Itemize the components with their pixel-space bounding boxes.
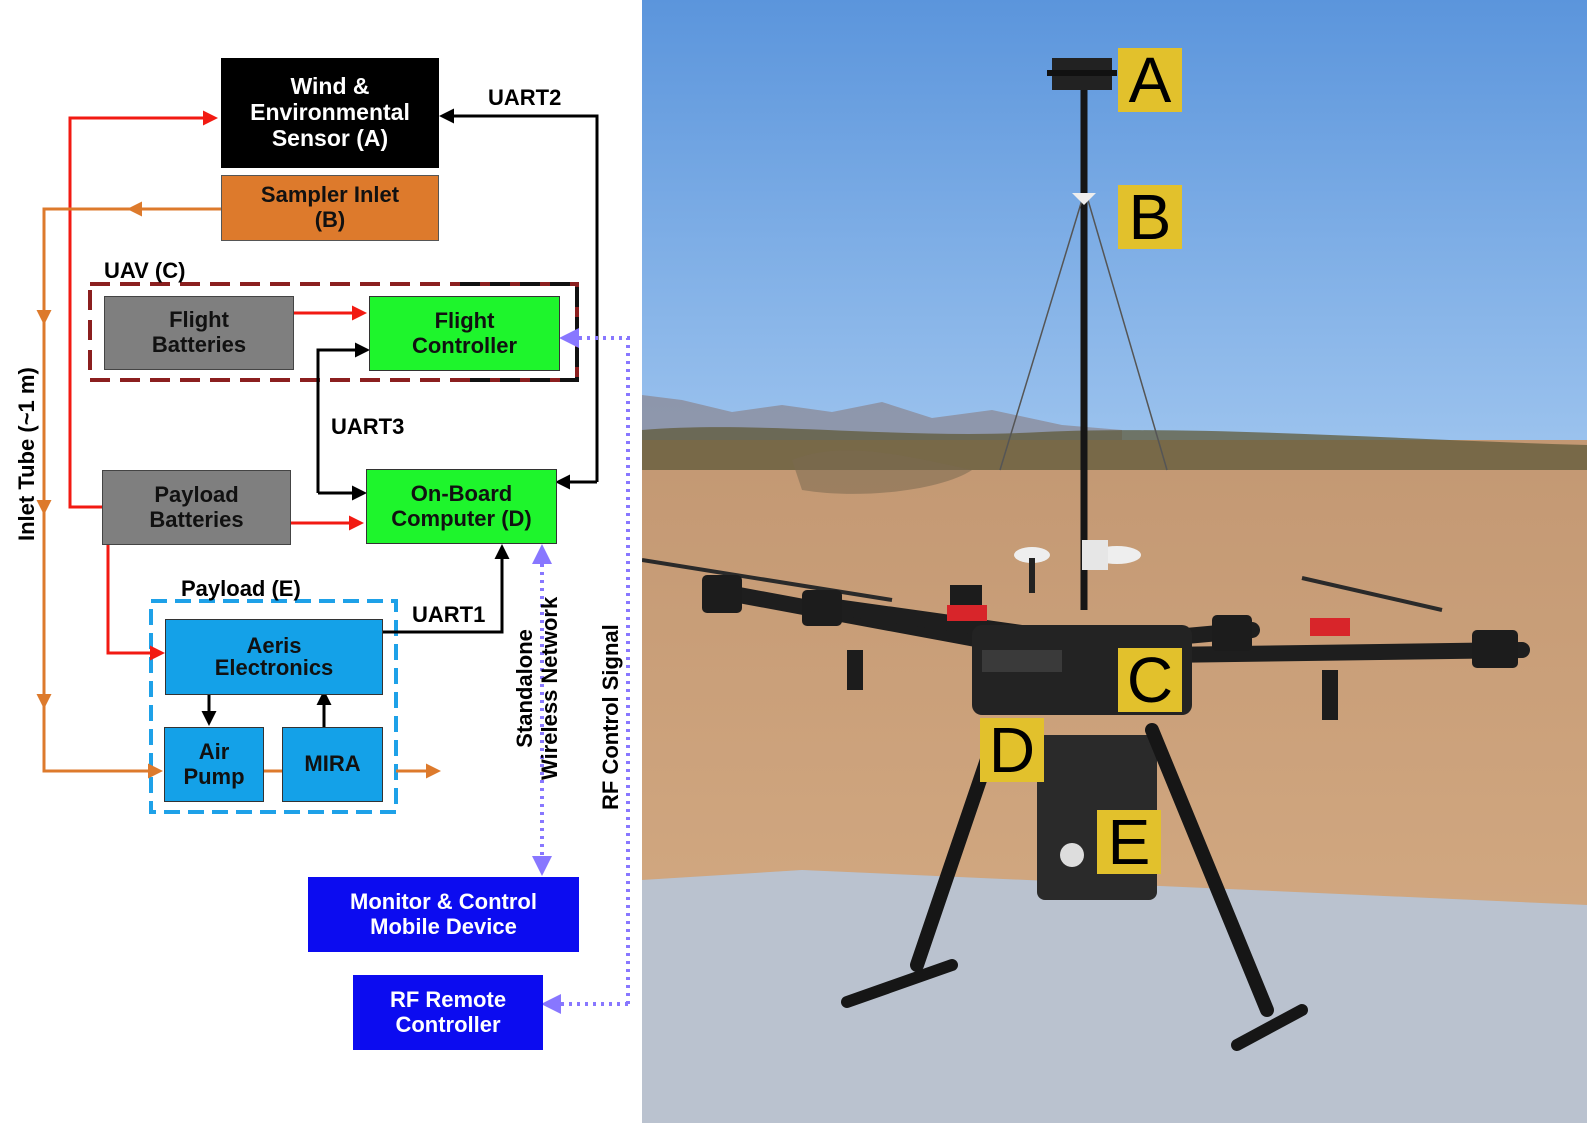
payload-batteries-block: Payload Batteries xyxy=(102,470,291,545)
aeris-electronics-line-1: Aeris xyxy=(246,633,302,658)
photo-label-d: D xyxy=(980,714,1044,786)
flight-batteries-line-2: Batteries xyxy=(151,332,247,357)
flight-batteries-block: Flight Batteries xyxy=(104,296,294,370)
drone-photo: A B C D E xyxy=(642,0,1587,1123)
flight-controller-block: Flight Controller xyxy=(369,296,560,371)
air-flow-links xyxy=(36,201,441,779)
uart3-label: UART3 xyxy=(331,414,405,439)
wind-environmental-sensor-block: Wind & Environmental Sensor (A) xyxy=(221,58,439,168)
photo-label-c: C xyxy=(1118,644,1182,716)
payload-group-label: Payload (E) xyxy=(181,576,301,601)
rf-remote-controller-block: RF Remote Controller xyxy=(353,975,543,1050)
monitor-device-line-2: Mobile Device xyxy=(370,913,517,939)
payload-group-outline xyxy=(149,599,398,814)
aeris-electronics-line-2: Electronics xyxy=(214,655,334,680)
sampler-inlet-line-2: (B) xyxy=(314,207,346,232)
rf-control-signal-label: RF Control Signal xyxy=(598,624,623,810)
payload-batteries-line-2: Batteries xyxy=(149,506,244,532)
mira-block: MIRA xyxy=(282,727,383,802)
sampler-inlet-block: Sampler Inlet (B) xyxy=(221,175,439,241)
rf-remote-line-1: RF Remote xyxy=(389,986,507,1012)
wireless-links xyxy=(532,328,630,1014)
rf-remote-line-2: Controller xyxy=(395,1011,501,1037)
flight-batteries-line-1: Flight xyxy=(169,307,229,333)
air-pump-block: Air Pump xyxy=(164,727,264,802)
mira-label: MIRA xyxy=(304,751,361,777)
sampler-inlet-line-1: Sampler Inlet xyxy=(260,182,400,208)
drone-photo-illustration xyxy=(642,0,1587,1123)
system-diagram xyxy=(36,108,630,1014)
onboard-computer-block: On-Board Computer (D) xyxy=(366,469,557,544)
wireless-network-line-1: Standalone xyxy=(512,629,537,748)
onboard-computer-line-1: On-Board xyxy=(410,480,513,506)
photo-label-b: B xyxy=(1118,181,1182,253)
payload-batteries-line-1: Payload xyxy=(154,481,239,507)
monitor-control-device-block: Monitor & Control Mobile Device xyxy=(308,877,579,952)
photo-label-a: A xyxy=(1118,44,1182,116)
wind-sensor-line-1: Wind & xyxy=(290,73,370,100)
onboard-computer-line-2: Computer (D) xyxy=(391,505,532,531)
monitor-device-line-1: Monitor & Control xyxy=(350,888,537,914)
uav-group-outline xyxy=(88,282,579,382)
aeris-electronics-block: Aeris Electronics xyxy=(165,619,383,695)
photo-label-e: E xyxy=(1097,806,1161,878)
inlet-tube-label: Inlet Tube (~1 m) xyxy=(14,367,39,541)
wind-sensor-line-3: Sensor (A) xyxy=(271,124,389,151)
wireless-network-label: Standalone Wireless Network xyxy=(512,597,563,780)
air-pump-line-2: Pump xyxy=(183,763,245,789)
flight-controller-line-2: Controller xyxy=(411,332,518,358)
uart1-label: UART1 xyxy=(412,602,486,627)
uart2-label: UART2 xyxy=(488,85,562,110)
air-pump-line-1: Air xyxy=(198,738,230,764)
uav-group-label: UAV (C) xyxy=(104,258,186,283)
wireless-network-line-2: Wireless Network xyxy=(537,596,563,780)
data-links xyxy=(201,108,599,727)
power-links xyxy=(68,110,367,661)
flight-controller-line-1: Flight xyxy=(434,307,495,333)
wind-sensor-line-2: Environmental xyxy=(250,99,410,126)
